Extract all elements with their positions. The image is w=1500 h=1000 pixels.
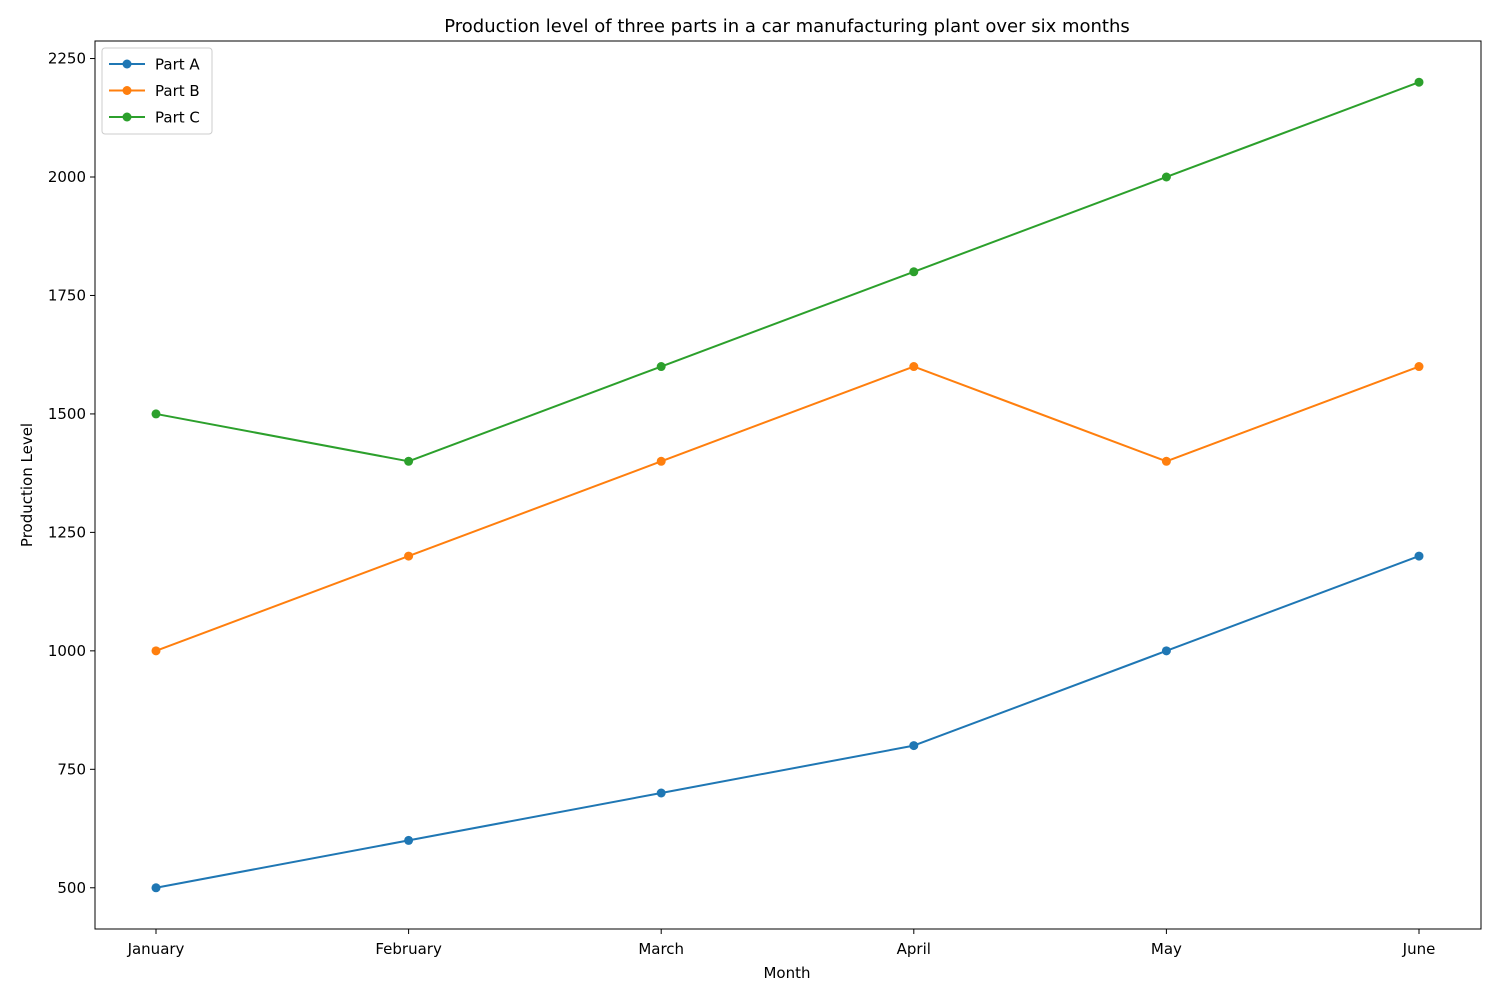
data-point-part-a	[909, 741, 919, 751]
x-tick-label: June	[1402, 940, 1436, 958]
legend-label-part-b: Part B	[155, 82, 200, 100]
y-axis-label: Production Level	[18, 423, 36, 547]
data-point-part-c	[1414, 77, 1424, 87]
data-point-part-b	[656, 456, 666, 466]
series-part-b	[151, 362, 1424, 656]
x-tick-label: May	[1151, 940, 1182, 958]
data-point-part-b	[1414, 362, 1424, 372]
plot-area: January February March April May June 500 750 10…	[48, 40, 1482, 958]
data-point-part-c	[656, 362, 666, 372]
data-point-part-b	[1161, 456, 1171, 466]
data-point-part-a	[656, 788, 666, 798]
y-tick-label: 1000	[48, 642, 86, 660]
y-tick-label: 1750	[48, 286, 86, 304]
data-point-part-c	[909, 267, 919, 277]
legend-swatch-marker-part-a	[122, 59, 132, 69]
legend-label-part-c: Part C	[155, 109, 200, 127]
legend-swatch-marker-part-b	[122, 86, 132, 95]
axes-frame	[94, 40, 1482, 930]
series-line-part-a	[155, 555, 1420, 889]
data-point-part-a	[404, 835, 414, 845]
y-tick-label: 1500	[48, 405, 86, 423]
data-point-part-a	[151, 883, 161, 893]
series-part-a	[151, 551, 1424, 893]
x-tick-label: January	[127, 940, 185, 958]
legend-swatch-marker-part-c	[122, 112, 132, 122]
legend: Part A Part B Part C	[101, 47, 213, 135]
x-axis-label: Month	[763, 964, 810, 982]
data-point-part-a	[1414, 551, 1424, 561]
data-point-part-c	[1161, 172, 1171, 182]
chart-title: Production level of three parts in a car…	[444, 16, 1130, 37]
y-tick-label: 2000	[48, 168, 86, 186]
data-point-part-b	[404, 551, 414, 561]
data-point-part-c	[404, 456, 414, 466]
data-point-part-b	[151, 646, 161, 656]
x-tick-label: February	[375, 940, 442, 958]
data-point-part-a	[1161, 646, 1171, 656]
series-part-c	[151, 77, 1424, 466]
series-line-part-b	[155, 365, 1420, 652]
data-point-part-c	[151, 409, 161, 419]
legend-box	[101, 47, 213, 135]
y-tick-label: 500	[57, 879, 86, 897]
legend-label-part-a: Part A	[155, 56, 200, 74]
y-tick-label: 2250	[48, 50, 86, 68]
x-tick-label: March	[638, 940, 684, 958]
data-point-part-b	[909, 362, 919, 372]
y-tick-label: 1250	[48, 523, 86, 541]
x-tick-label: April	[897, 940, 931, 958]
series-line-part-c	[155, 81, 1420, 463]
y-tick-label: 750	[57, 760, 86, 778]
